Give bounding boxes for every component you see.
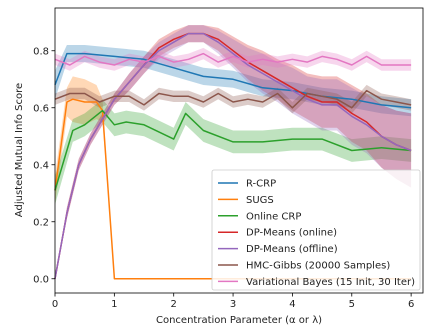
series-lines bbox=[54, 32, 412, 280]
x-tick-label: 5 bbox=[349, 299, 355, 310]
legend-label-r-crp: R-CRP bbox=[246, 179, 276, 190]
band-hmc-gibbs-20000-samples bbox=[55, 84, 412, 114]
x-tick-label: 3 bbox=[230, 299, 236, 310]
line-r-crp bbox=[54, 52, 412, 109]
x-tick-label: 1 bbox=[111, 299, 117, 310]
band-dp-means-online bbox=[55, 25, 412, 279]
plot-frame bbox=[54, 7, 424, 294]
legend-label-hmc-gibbs-20000-samples: HMC-Gibbs (20000 Samples) bbox=[246, 261, 390, 272]
legend-label-online-crp: Online CRP bbox=[246, 211, 301, 222]
y-tick-label: 0.6 bbox=[33, 103, 49, 114]
y-tick-label: 0.4 bbox=[33, 160, 49, 171]
x-tick-label: 2 bbox=[171, 299, 177, 310]
band-dp-means-offline bbox=[55, 25, 412, 279]
legend-label-sugs: SUGS bbox=[246, 195, 274, 206]
x-axis-label: Concentration Parameter (α or λ) bbox=[156, 315, 322, 326]
y-axis-label: Adjusted Mutual Info Score bbox=[14, 83, 25, 217]
legend-label-variational-bayes-15-init-30-iter: Variational Bayes (15 Init, 30 Iter) bbox=[246, 277, 415, 288]
y-tick-label: 0.2 bbox=[33, 217, 49, 228]
legend: R-CRP SUGS Online CRP DP-Means (online) DP-M… bbox=[211, 169, 421, 291]
legend-box bbox=[211, 169, 421, 291]
line-hmc-gibbs-20000-samples bbox=[54, 89, 412, 109]
line-online-crp bbox=[54, 109, 412, 191]
legend-label-dp-means-offline: DP-Means (offline) bbox=[246, 244, 338, 255]
y-axis-ticks: 0.0 0.2 0.4 0.6 0.8 bbox=[33, 46, 55, 285]
x-tick-label: 6 bbox=[408, 299, 414, 310]
x-axis-ticks: 0 1 2 3 4 5 6 bbox=[52, 293, 414, 310]
x-tick-label: 4 bbox=[289, 299, 295, 310]
line-variational-bayes-15-init-30-iter bbox=[54, 52, 412, 66]
legend-label-dp-means-online: DP-Means (online) bbox=[246, 228, 337, 239]
line-dp-means-offline bbox=[54, 32, 412, 279]
y-tick-label: 0.0 bbox=[33, 274, 49, 285]
x-tick-label: 0 bbox=[52, 299, 58, 310]
y-tick-label: 0.8 bbox=[33, 46, 49, 57]
